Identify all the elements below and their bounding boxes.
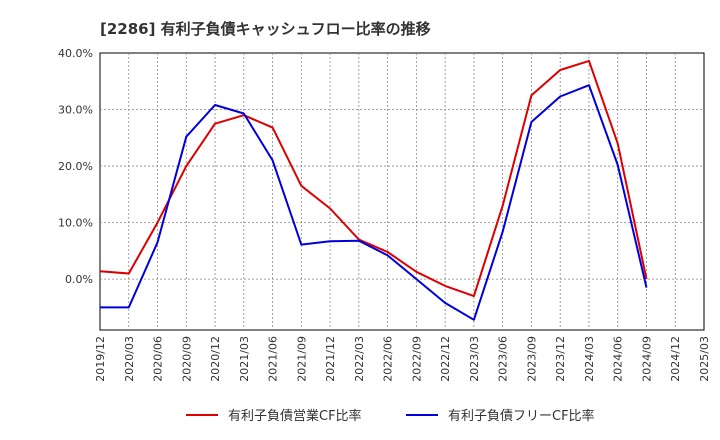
x-tick-label: 2022/12 — [439, 336, 452, 382]
chart-title: [2286] 有利子負債キャッシュフロー比率の推移 — [100, 20, 431, 38]
x-axis-ticks: 2019/12 2020/03 2020/06 2020/09 2020/12 2021/… — [94, 336, 711, 382]
x-tick-label: 2022/06 — [382, 336, 395, 382]
x-tick-label: 2021/03 — [238, 336, 251, 382]
series-line — [100, 84, 648, 321]
x-tick-label: 2023/12 — [554, 336, 567, 382]
series-line — [99, 59, 648, 298]
plot-area — [99, 52, 705, 331]
y-tick-label: 30.0% — [58, 104, 93, 117]
x-tick-label: 2021/12 — [324, 336, 337, 382]
legend-label: 有利子負債営業CF比率 — [228, 408, 362, 424]
legend: 有利子負債営業CF比率 有利子負債フリーCF比率 — [186, 408, 595, 424]
x-tick-label: 2020/06 — [152, 336, 165, 382]
x-tick-label: 2019/12 — [94, 336, 107, 382]
x-tick-label: 2025/03 — [698, 336, 711, 382]
x-tick-label: 2022/09 — [410, 336, 423, 382]
x-tick-label: 2023/09 — [525, 336, 538, 382]
x-tick-label: 2020/12 — [209, 336, 222, 382]
y-tick-label: 20.0% — [58, 160, 93, 173]
x-tick-label: 2024/09 — [640, 336, 653, 382]
y-axis-ticks: 0.0% 10.0% 20.0% 30.0% 40.0% — [58, 47, 93, 286]
horizontal-gridlines — [100, 109, 704, 280]
x-tick-label: 2024/06 — [612, 336, 625, 382]
y-tick-label: 0.0% — [65, 273, 93, 286]
x-tick-label: 2021/06 — [267, 336, 280, 382]
series-lines — [99, 59, 648, 321]
legend-label: 有利子負債フリーCF比率 — [448, 408, 595, 424]
x-tick-label: 2020/03 — [123, 336, 136, 382]
x-tick-label: 2023/03 — [468, 336, 481, 382]
y-tick-label: 40.0% — [58, 47, 93, 60]
x-tick-label: 2020/09 — [180, 336, 193, 382]
x-tick-label: 2022/03 — [353, 336, 366, 382]
y-tick-label: 10.0% — [58, 217, 93, 230]
x-tick-label: 2021/09 — [295, 336, 308, 382]
x-tick-label: 2023/06 — [497, 336, 510, 382]
x-tick-label: 2024/03 — [583, 336, 596, 382]
x-tick-label: 2024/12 — [669, 336, 682, 382]
